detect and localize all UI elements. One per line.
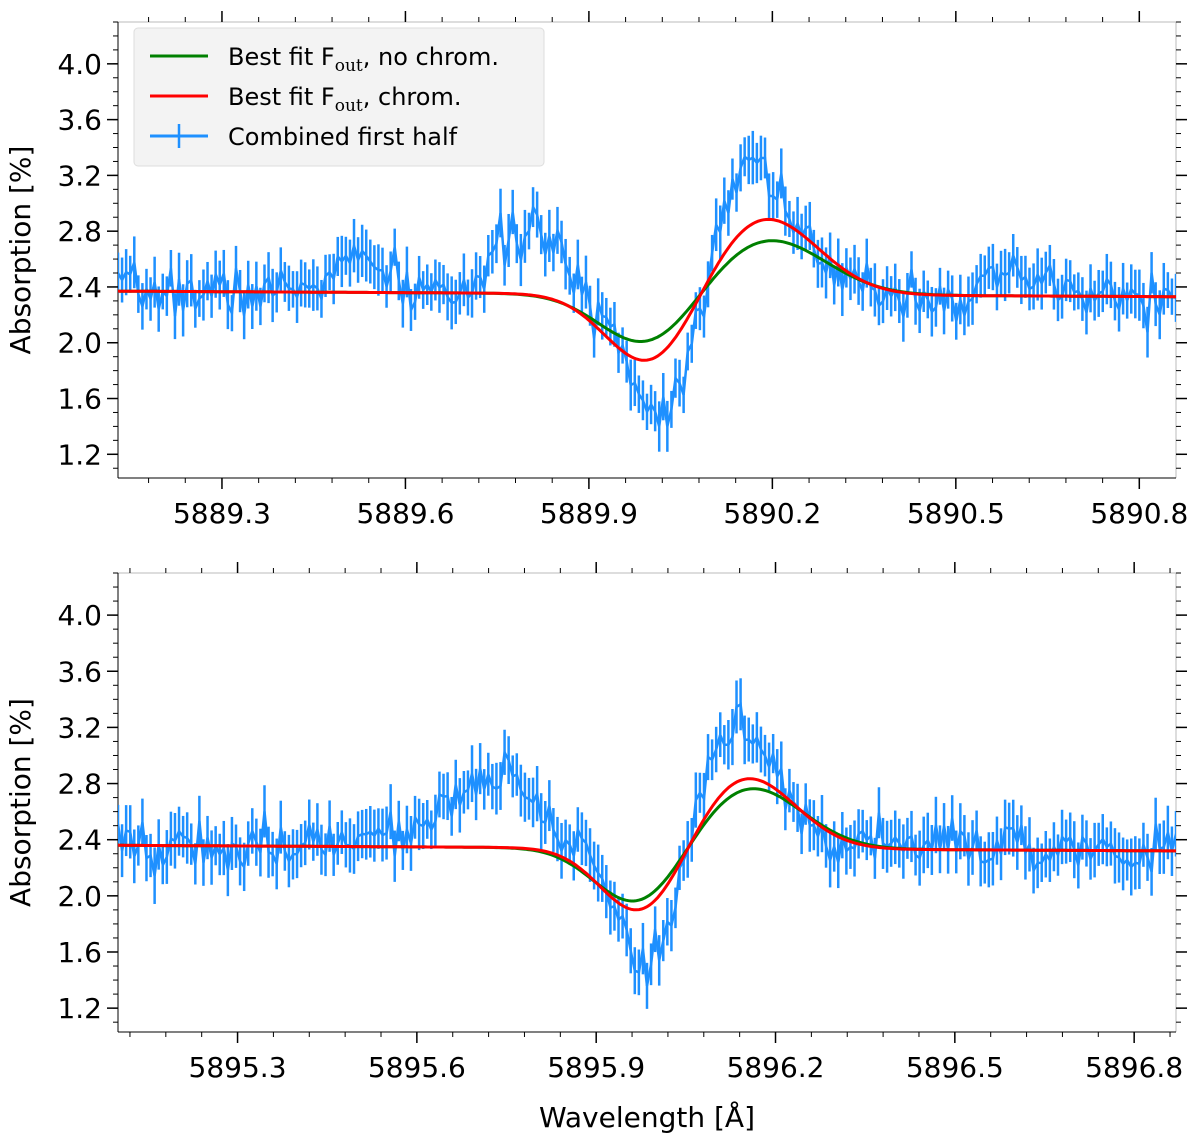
x-axis-label: Wavelength [Å] [539, 1100, 755, 1134]
x-tick-label: 5890.8 [1090, 497, 1188, 530]
x-tick-label: 5889.6 [356, 497, 454, 530]
plot-area [118, 130, 1176, 452]
y-tick-label: 1.2 [57, 992, 102, 1025]
legend-label: Best fit Fout, no chrom. [228, 43, 499, 76]
y-tick-label: 2.0 [57, 327, 102, 360]
legend-label: Combined first half [228, 123, 458, 151]
y-tick-label: 2.8 [57, 215, 102, 248]
panel-bottom: 5895.3 5895.6 5895.9 5896.2 5896.5 5896.8 1.2 1… [4, 562, 1187, 1134]
x-tick-label: 5896.2 [727, 1051, 825, 1084]
x-tick-label: 5896.8 [1085, 1051, 1183, 1084]
y-tick-label: 3.6 [57, 104, 102, 137]
y-tick-label: 3.2 [57, 159, 102, 192]
x-tick-label: 5895.9 [547, 1051, 645, 1084]
series-fit-1 [118, 217, 1176, 362]
legend-label: Best fit Fout, chrom. [228, 83, 461, 116]
plot-area [118, 678, 1176, 1009]
y-tick-label: 3.6 [57, 655, 102, 688]
x-tick-label: 5889.3 [173, 497, 271, 530]
legend-box [133, 27, 545, 167]
y-tick-label: 1.2 [57, 438, 102, 471]
x-tick-label: 5896.5 [906, 1051, 1004, 1084]
legend: Best fit Fout, no chrom. Best fit Fout, c… [133, 27, 545, 167]
y-tick-label: 1.6 [57, 383, 102, 416]
series-fit-1 [118, 777, 1176, 912]
y-tick-label: 2.0 [57, 880, 102, 913]
y-axis-label: Absorption [%] [4, 698, 37, 907]
panel-top: 5889.3 5889.6 5889.9 5890.2 5890.5 5890.8 1.2 1… [4, 11, 1188, 530]
y-tick-label: 1.6 [57, 936, 102, 969]
y-tick-label: 3.2 [57, 711, 102, 744]
x-tick-label: 5889.9 [540, 497, 638, 530]
x-tick-label: 5895.6 [368, 1051, 466, 1084]
y-tick-label: 2.4 [57, 271, 102, 304]
y-axis-label: Absorption [%] [4, 146, 37, 355]
y-tick-label: 4.0 [57, 48, 102, 81]
y-tick-label: 2.4 [57, 824, 102, 857]
x-tick-label: 5890.5 [907, 497, 1005, 530]
x-tick-label: 5890.2 [723, 497, 821, 530]
x-tick-label: 5895.3 [189, 1051, 287, 1084]
y-tick-label: 2.8 [57, 768, 102, 801]
y-tick-label: 4.0 [57, 599, 102, 632]
